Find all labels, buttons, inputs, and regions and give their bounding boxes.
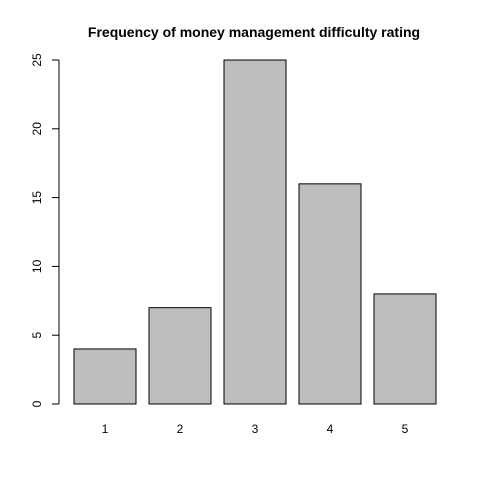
bar-1	[73, 348, 137, 405]
bar-4	[298, 183, 362, 405]
y-tick-label: 15	[30, 191, 44, 205]
x-tick-label: 2	[177, 422, 184, 436]
y-tick-label: 5	[30, 332, 44, 339]
x-tick-label: 5	[402, 422, 409, 436]
y-axis: 0 5 10 15 20 25	[30, 53, 60, 407]
bar-2	[148, 307, 212, 405]
y-tick-label: 20	[30, 122, 44, 136]
x-tick-label: 3	[252, 422, 259, 436]
bar-3	[223, 59, 287, 405]
x-tick-label: 4	[327, 422, 334, 436]
x-tick-labels: 1 2 3 4 5	[102, 422, 409, 436]
x-tick-label: 1	[102, 422, 109, 436]
chart-title: Frequency of money management difficulty…	[88, 24, 420, 40]
y-tick-label: 25	[30, 53, 44, 67]
y-tick-label: 10	[30, 259, 44, 273]
bars-group	[73, 59, 437, 405]
bar-5	[373, 293, 437, 405]
y-tick-label: 0	[30, 400, 44, 407]
